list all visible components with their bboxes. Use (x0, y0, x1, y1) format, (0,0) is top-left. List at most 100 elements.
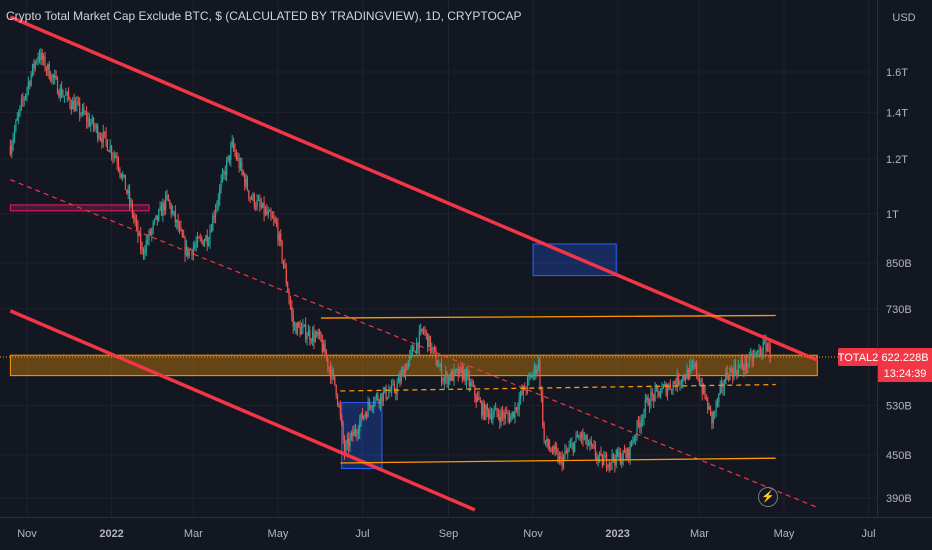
candle-body (342, 423, 344, 440)
candle-body (633, 437, 635, 443)
candle-body (99, 137, 102, 139)
candle-body (335, 384, 337, 396)
candle-body (370, 405, 372, 408)
candle-body (184, 237, 186, 255)
candle-body (417, 342, 419, 349)
candle-body (209, 231, 211, 243)
candle-body (350, 431, 353, 438)
candle-body (768, 344, 770, 346)
candle-body (137, 223, 139, 236)
candle-body (413, 347, 415, 352)
candle-body (409, 354, 411, 361)
candle-body (666, 388, 669, 396)
candle-body (593, 445, 595, 448)
candle-body (196, 237, 199, 244)
candle-body (474, 385, 476, 397)
candle-body (320, 332, 322, 341)
channel-midline (10, 179, 818, 508)
candle-body (162, 202, 164, 217)
candle-body (446, 372, 448, 385)
candle-body (346, 438, 348, 444)
candle-body (429, 336, 432, 351)
candle-body (33, 64, 35, 69)
candle-body (425, 332, 427, 334)
candle-body (97, 125, 99, 139)
candle-body (596, 456, 598, 460)
candle-body (435, 351, 437, 365)
candle-body (156, 215, 158, 221)
candle-body (385, 387, 387, 399)
candle-body (754, 353, 756, 356)
candle-body (115, 155, 117, 159)
candle-body (43, 56, 45, 61)
y-tick-label: 1.2T (886, 154, 908, 166)
candle-body (205, 235, 207, 242)
candle-body (278, 233, 280, 241)
candle-body (371, 406, 373, 408)
candle-body (86, 113, 88, 122)
candle-body (626, 448, 628, 458)
candle-body (155, 215, 157, 219)
candle-body (138, 233, 140, 236)
candle-body (632, 442, 634, 444)
candle-body (72, 100, 74, 110)
candle-body (476, 396, 479, 402)
candle-body (289, 299, 292, 307)
candle-body (253, 194, 255, 207)
candle-body (759, 349, 762, 355)
x-tick-label: Nov (17, 528, 37, 540)
candle-body (113, 155, 115, 157)
candle-body (354, 429, 357, 433)
candle-body (130, 202, 132, 204)
candle-body (149, 231, 151, 235)
candle-body (431, 347, 433, 351)
candle-body (356, 432, 358, 435)
candle-body (255, 206, 257, 208)
candle-body (159, 206, 161, 210)
candle-body (556, 449, 558, 452)
candle-body (702, 385, 705, 394)
candle-body (81, 108, 84, 114)
candle-body (529, 375, 531, 377)
candle-body (536, 369, 538, 374)
candle-body (623, 450, 626, 454)
candle-body (625, 453, 627, 458)
candle-body (178, 226, 181, 229)
y-tick-label: 1.6T (886, 67, 908, 79)
candle-body (644, 399, 646, 412)
candle-body (457, 369, 459, 377)
candle-body (208, 242, 210, 245)
candle-body (249, 197, 251, 199)
candle-body (295, 324, 297, 335)
candle-body (468, 374, 470, 387)
candle-body (18, 112, 20, 118)
candle-body (471, 382, 473, 386)
candle-body (177, 220, 179, 229)
candle-body (450, 371, 452, 381)
candle-body (493, 410, 495, 416)
candle-body (181, 230, 183, 237)
time-axis[interactable]: Nov 2022 Mar May Jul Sep Nov 2023 Mar May Jul (17, 528, 875, 540)
candle-body (712, 412, 714, 424)
candle-body (256, 200, 258, 207)
candle-body (763, 341, 766, 343)
candle-body (27, 82, 29, 89)
candle-body (220, 180, 222, 188)
candle-body (284, 264, 286, 268)
lightning-icon[interactable]: ⚡ (758, 487, 778, 507)
candle-body (438, 366, 440, 368)
candle-body (183, 236, 185, 238)
x-tick-label: May (774, 528, 795, 540)
candle-body (176, 220, 178, 223)
candle-body (15, 120, 17, 130)
candle-body (511, 411, 513, 417)
candle-body (592, 444, 594, 446)
price-axis[interactable]: 1.6T 1.4T 1.2T 1T 850B 730B 530B 450B 390B (886, 67, 912, 505)
candle-body (52, 74, 54, 78)
candle-body (518, 399, 520, 410)
candle-body (134, 217, 136, 221)
candle-body (750, 353, 752, 355)
candle-body (432, 347, 434, 349)
candle-body (105, 132, 107, 140)
